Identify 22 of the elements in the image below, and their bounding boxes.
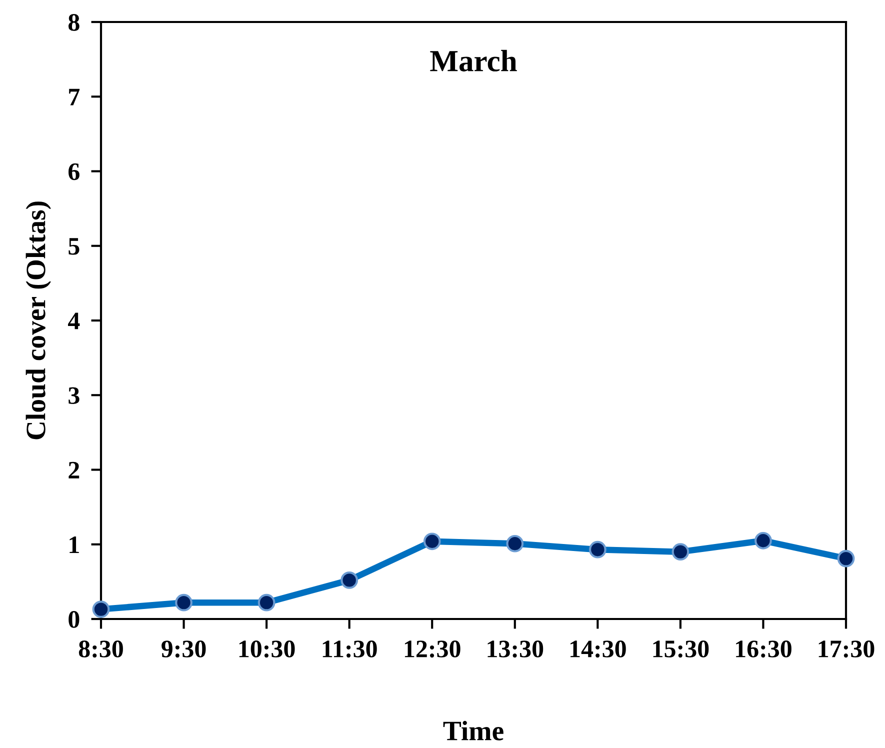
x-tick-label: 11:30 <box>322 640 377 658</box>
y-axis-title: Cloud cover (Oktas) <box>26 202 51 440</box>
x-tick-label: 15:30 <box>653 640 709 658</box>
x-axis-title: Time <box>443 720 504 740</box>
x-tick-label: 14:30 <box>570 640 626 658</box>
y-tick-label: 2 <box>68 462 80 478</box>
y-tick-label: 5 <box>68 238 80 255</box>
x-tick-label: 16:30 <box>736 640 792 658</box>
x-tick-label: 13:30 <box>488 640 544 658</box>
y-tick-label: 0 <box>68 611 80 628</box>
y-tick-label: 7 <box>69 88 80 106</box>
x-tick-label: 8:30 <box>78 640 123 658</box>
x-tick-label: 17:30 <box>818 640 874 658</box>
y-tick-label: 8 <box>68 14 80 31</box>
text: March <box>430 50 517 72</box>
y-tick-label: 6 <box>68 163 80 180</box>
y-tick-label: 4 <box>68 312 80 330</box>
x-tick-label: 9:30 <box>162 640 206 658</box>
x-tick-label: 10:30 <box>239 640 295 658</box>
y-tick-label: 1 <box>70 536 79 554</box>
y-tick-label: 3 <box>68 387 80 404</box>
x-tick-label: 12:30 <box>404 640 460 658</box>
